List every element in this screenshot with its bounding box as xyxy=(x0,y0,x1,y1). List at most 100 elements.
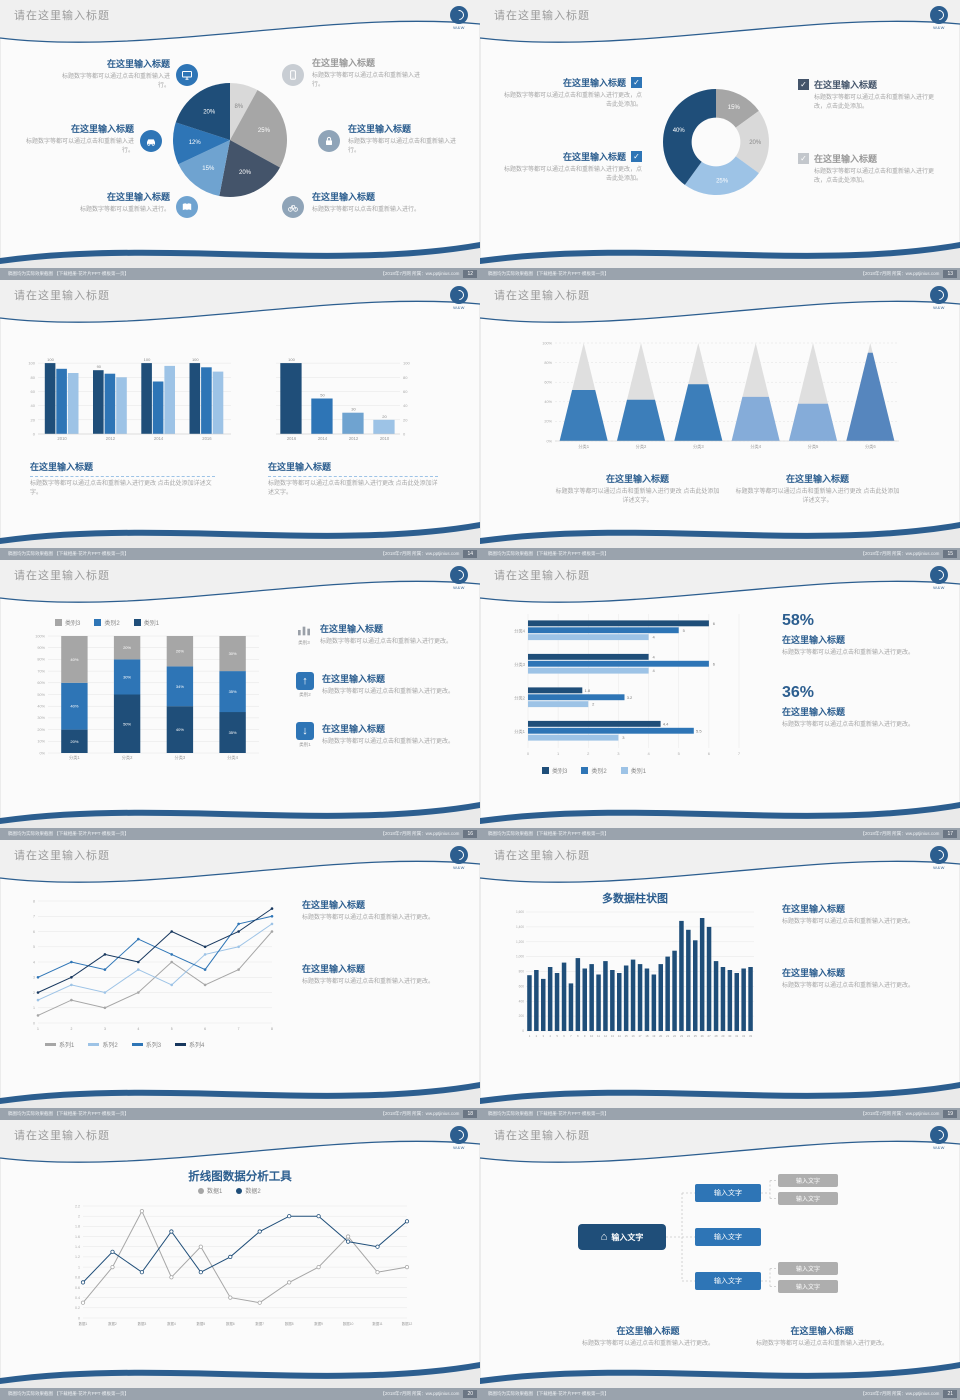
logo: W&W xyxy=(450,6,468,30)
svg-text:7: 7 xyxy=(738,751,741,756)
svg-text:1.8: 1.8 xyxy=(585,688,591,693)
svg-text:0: 0 xyxy=(33,432,36,437)
column-heading: 在这里输入标题 xyxy=(782,968,846,978)
slide-footer: 稿图均为实际效果截图 【下载相册·花叶片PPT·模板第一页】 【2018年7月网 … xyxy=(0,1388,480,1400)
column-text: 标题数字等都可以通过点击和重新输入进行更改。 xyxy=(581,1341,714,1347)
stat-text: 标题数字等都可以通过点击和重新输入进行更改。 xyxy=(782,650,915,656)
svg-text:2014: 2014 xyxy=(318,436,328,441)
flow-root-label: 输入文字 xyxy=(611,1232,644,1242)
item-heading: 在这里输入标题 xyxy=(320,624,384,634)
svg-text:4: 4 xyxy=(652,668,655,673)
logo-icon xyxy=(930,6,948,24)
svg-text:80: 80 xyxy=(31,375,36,380)
svg-text:40%: 40% xyxy=(544,400,552,404)
svg-text:26: 26 xyxy=(701,1034,705,1038)
svg-text:2010: 2010 xyxy=(57,436,67,441)
footer-right-text: 【2018年7月网 所属：ww.pptjinius.com xyxy=(860,1391,940,1396)
logo-icon xyxy=(930,566,948,584)
logo: W&W xyxy=(930,566,948,590)
item-text: 标题数字等都可以通过点击和重新输入进行更改，点击此处添加。 xyxy=(503,167,642,183)
text-column: 在这里输入标题 标题数字等都可以通过点击和重新输入进行更改。 xyxy=(568,1324,728,1349)
svg-text:0: 0 xyxy=(78,1316,80,1320)
svg-text:20%: 20% xyxy=(544,420,552,424)
svg-text:800: 800 xyxy=(519,970,525,974)
slide-title: 请在这里输入标题 xyxy=(494,290,590,302)
svg-text:12%: 12% xyxy=(189,140,202,146)
svg-text:2016: 2016 xyxy=(202,436,212,441)
home-icon: ⌂ xyxy=(600,1230,608,1243)
svg-text:数据6: 数据6 xyxy=(226,1321,235,1326)
svg-text:13: 13 xyxy=(611,1034,615,1038)
svg-text:18: 18 xyxy=(645,1034,649,1038)
svg-text:3.2: 3.2 xyxy=(627,695,633,700)
svg-text:23: 23 xyxy=(680,1034,684,1038)
item-heading: 在这里输入标题 xyxy=(814,154,878,164)
svg-text:14: 14 xyxy=(618,1034,622,1038)
item-heading: 在这里输入标题 xyxy=(348,124,412,134)
svg-text:50: 50 xyxy=(320,393,325,398)
slide-column-chart: 请在这里输入标题 W&W 多数据柱状图 0 200 400 600 800 1,000 1,… xyxy=(480,840,960,1120)
info-item: 在这里输入标题 标题数字等都可以通过点击和重新输入进行。 xyxy=(18,122,134,157)
logo-caption: W&W xyxy=(453,25,465,30)
legend-label: 类别3 xyxy=(552,769,568,775)
slide-title: 请在这里输入标题 xyxy=(494,850,590,862)
legend-label: 系列4 xyxy=(189,1043,205,1049)
donut-chart: 15% 20% 25% 40% xyxy=(662,89,770,196)
checkbox-icon: ✓ xyxy=(631,151,642,162)
flow-node-button: 输入文字 xyxy=(695,1272,761,1290)
slide-title: 请在这里输入标题 xyxy=(14,570,110,582)
svg-text:4: 4 xyxy=(33,960,35,964)
svg-text:2014: 2014 xyxy=(154,436,164,441)
svg-text:2016: 2016 xyxy=(287,436,297,441)
svg-text:32: 32 xyxy=(742,1034,746,1038)
svg-text:20: 20 xyxy=(403,417,408,422)
legend-label: 类别1 xyxy=(143,621,160,627)
item-heading: 在这里输入标题 xyxy=(814,80,878,90)
slide-footer: 稿图均为实际效果截图 【下载相册·花叶片PPT·模板第一页】 【2018年7月网 … xyxy=(480,548,960,560)
svg-text:分类1: 分类1 xyxy=(514,728,525,735)
svg-text:6: 6 xyxy=(713,661,716,666)
legend-label: 数据1 xyxy=(207,1189,223,1195)
logo-caption: W&W xyxy=(453,865,465,870)
svg-text:分类3: 分类3 xyxy=(693,443,704,450)
slide-cone-chart: 请在这里输入标题 W&W 0% 20% 40% 60% 80% 100% 分类1 分类2 分类3… xyxy=(480,280,960,560)
svg-text:30: 30 xyxy=(728,1034,732,1038)
page-number: 18 xyxy=(463,1110,477,1118)
svg-text:分类5: 分类5 xyxy=(808,443,819,450)
svg-text:分类6: 分类6 xyxy=(865,443,876,450)
svg-text:15%: 15% xyxy=(728,105,741,111)
column-text: 标题数字等都可以通过点击和重新输入进行更改 点击此处添加详述文字。 xyxy=(735,489,900,505)
page-number: 15 xyxy=(943,550,957,558)
svg-text:1: 1 xyxy=(78,1265,80,1269)
item-text: 标题数字等都可以通过点击和重新输入进行更改，点击此处添加。 xyxy=(814,95,935,111)
text-column: 在这里输入标题 标题数字等都可以通过点击和重新输入进行更改。 xyxy=(782,966,934,991)
svg-text:0.8: 0.8 xyxy=(75,1276,80,1280)
footer-left-text: 稿图均为实际效果截图 【下载相册·花叶片PPT·模板第一页】 xyxy=(488,551,609,556)
svg-text:2: 2 xyxy=(536,1034,538,1038)
svg-text:60%: 60% xyxy=(544,381,552,385)
svg-text:7: 7 xyxy=(238,1027,240,1031)
footer-right-text: 【2018年7月网 所属：ww.pptjinius.com xyxy=(860,271,940,276)
svg-text:60: 60 xyxy=(31,389,36,394)
footer-left-text: 稿图均为实际效果截图 【下载相册·花叶片PPT·模板第一页】 xyxy=(8,1111,129,1116)
svg-text:数据1: 数据1 xyxy=(79,1321,88,1326)
slide-title: 请在这里输入标题 xyxy=(494,10,590,22)
bar-chart: 0 20 40 60 80 100 100 2016 50 2014 30 2012 20 2010 xyxy=(276,357,410,441)
slide-donut-checklist: 请在这里输入标题 W&W 在这里输入标题 ✓ 标题数字等都可以通过点击和重新输入… xyxy=(480,0,960,280)
svg-text:60%: 60% xyxy=(37,681,45,685)
svg-text:10: 10 xyxy=(590,1034,594,1038)
item-text: 标题数字等都可以通过点击和重新输入进行。 xyxy=(348,139,457,155)
svg-text:数据5: 数据5 xyxy=(196,1321,205,1326)
page-number: 12 xyxy=(463,270,477,278)
svg-text:3: 3 xyxy=(104,1027,106,1031)
svg-text:2: 2 xyxy=(70,1027,72,1031)
bottom-swoosh-decoration xyxy=(480,522,960,548)
svg-text:4: 4 xyxy=(549,1034,551,1038)
svg-text:50%: 50% xyxy=(37,693,45,697)
text-column: 在这里输入标题 标题数字等都可以通过点击和重新输入进行更改。 xyxy=(302,898,454,923)
legend-label: 系列1 xyxy=(59,1043,75,1049)
svg-text:分类3: 分类3 xyxy=(175,754,186,761)
stat-text: 标题数字等都可以通过点击和重新输入进行更改。 xyxy=(782,722,915,728)
svg-text:30%: 30% xyxy=(229,651,237,656)
